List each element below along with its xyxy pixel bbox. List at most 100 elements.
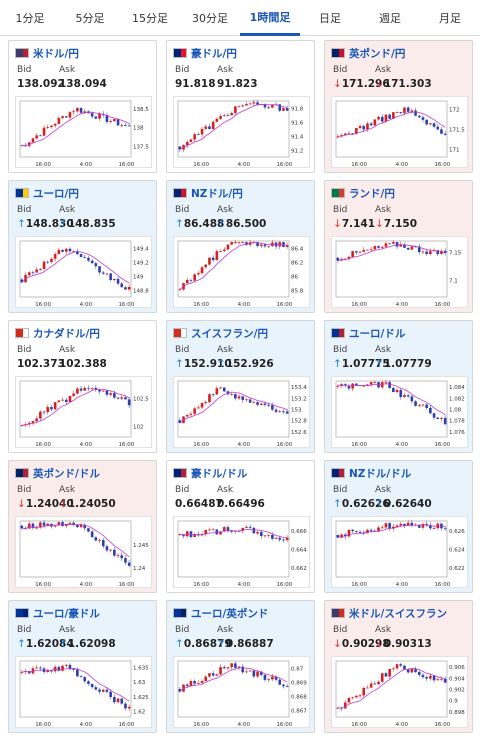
tab-2[interactable]: 15分足 [132, 12, 168, 25]
bid-label: Bid [17, 485, 32, 495]
card-header[interactable]: NZドル/円 [173, 186, 243, 200]
plot-frame [177, 380, 290, 438]
tab-0[interactable]: 1分足 [15, 12, 45, 25]
candle [230, 394, 233, 395]
candle [46, 407, 50, 413]
card-header[interactable]: ユーロ/円 [15, 186, 79, 200]
price-chart[interactable]: 149.4 149.2 149 148.8 16:00 4:00 16:00 [15, 236, 152, 308]
trend-arrow-icon: ↓ [333, 218, 342, 230]
price-chart[interactable]: 172 171.5 171 16:00 4:00 16:00 [331, 96, 468, 168]
tab-5[interactable]: 日足 [319, 12, 341, 25]
y-tick-label: 1.08 [449, 408, 462, 414]
price-chart[interactable]: 0.87 0.869 0.868 0.867 16:00 4:00 16:00 [173, 656, 310, 728]
card-header[interactable]: カナダドル/円 [15, 326, 100, 340]
rate-card[interactable]: NZドル/円 Bid Ask ↑86.488 ↑86.500 86.4 86.2 86 85.8… [166, 180, 315, 313]
card-header[interactable]: NZドル/ドル [331, 466, 411, 480]
rate-card[interactable]: ユーロ/円 Bid Ask ↑148.830 ↑148.835 149.4 149.2 149… [8, 180, 157, 313]
tab-3[interactable]: 30分足 [192, 12, 228, 25]
rate-card[interactable]: ユーロ/豪ドル Bid Ask ↑1.62084 ↑1.62098 1.635 1.63 1.… [8, 600, 157, 733]
candle [429, 407, 432, 414]
price-chart[interactable]: 102.5 102 16:00 4:00 16:00 [15, 376, 152, 448]
pair-name[interactable]: 米ドル/スイスフラン [349, 607, 448, 620]
rate-card[interactable]: 豪ドル/円 Bid Ask 91.818 91.823 91.8 91.6 91.4 91.2 1… [166, 40, 315, 173]
candle [215, 529, 219, 535]
card-header[interactable]: ユーロ/豪ドル [15, 606, 100, 620]
price-chart[interactable]: 0.626 0.624 0.622 16:00 4:00 16:00 [331, 516, 468, 588]
ask-label: Ask [217, 625, 234, 635]
rate-card[interactable]: 米ドル/円 Bid Ask 138.092 138.094 138.5 138 137.5 16… [8, 40, 157, 173]
tab-6[interactable]: 週足 [379, 12, 401, 25]
pair-name[interactable]: 英ポンド/円 [349, 47, 406, 60]
rate-card[interactable]: NZドル/ドル Bid Ask ↑0.62626 ↑0.62640 0.626 0.624 0… [324, 460, 473, 593]
rate-card[interactable]: ユーロ/英ポンド Bid Ask ↑0.86879 ↑0.86887 0.87 0.869 0… [166, 600, 315, 733]
bid-value: ↑1.62084 [17, 638, 74, 650]
candle [347, 256, 351, 259]
rate-card[interactable]: ランド/円 Bid Ask ↓7.141 ↓7.150 7.15 7.1 16:00 4:00 1… [324, 180, 473, 313]
x-tick-label: 16:00 [118, 302, 134, 308]
card-header[interactable]: スイスフラン/円 [173, 326, 268, 340]
card-header[interactable]: ランド/円 [331, 186, 395, 200]
price-chart[interactable]: 91.8 91.6 91.4 91.2 16:00 4:00 16:00 [173, 96, 310, 168]
candle [429, 675, 432, 679]
card-header[interactable]: 英ポンド/円 [331, 46, 405, 60]
card-header[interactable]: 米ドル/円 [15, 46, 79, 60]
price-chart[interactable]: 1.245 1.24 16:00 4:00 16:00 [15, 516, 152, 588]
price-chart[interactable]: 86.4 86.2 86 85.8 16:00 4:00 16:00 [173, 236, 310, 308]
price-chart[interactable]: 7.15 7.1 16:00 4:00 16:00 [331, 236, 468, 308]
rate-card[interactable]: スイスフラン/円 Bid Ask ↑152.910 ↑152.926 153.4 153.2… [166, 320, 315, 453]
rate-card[interactable]: 豪ドル/ドル Bid Ask 0.66487 0.66496 0.666 0.664 0.66… [166, 460, 315, 593]
card-header[interactable]: 米ドル/スイスフラン [331, 606, 447, 620]
card-header[interactable]: ユーロ/ドル [331, 326, 405, 340]
candle [61, 665, 64, 671]
pair-name[interactable]: ユーロ/英ポンド [191, 607, 269, 620]
card-header[interactable]: 豪ドル/円 [173, 46, 237, 60]
rate-card[interactable]: ユーロ/ドル Bid Ask ↑1.07775 ↑1.07779 1.084 1.082 1.… [324, 320, 473, 453]
candle [285, 411, 289, 414]
candle [432, 413, 436, 418]
candle [189, 413, 193, 415]
price-chart[interactable]: 1.635 1.63 1.625 1.62 16:00 4:00 16:00 [15, 656, 152, 728]
currency-flag-icon [173, 608, 187, 618]
rate-card[interactable]: 米ドル/スイスフラン Bid Ask ↓0.90298 ↓0.90313 0.906 0.9… [324, 600, 473, 733]
pair-name[interactable]: ユーロ/豪ドル [33, 607, 100, 620]
pair-name[interactable]: 英ポンド/ドル [33, 467, 100, 480]
rate-card[interactable]: カナダドル/円 Bid Ask 102.373 102.388 102.5 102 16:00… [8, 320, 157, 453]
pair-name[interactable]: スイスフラン/円 [191, 327, 269, 340]
candle [98, 539, 101, 541]
pair-name[interactable]: NZドル/ドル [349, 467, 412, 480]
price-chart[interactable]: 138.5 138 137.5 16:00 4:00 16:00 [15, 96, 152, 168]
candle [373, 530, 377, 532]
trend-arrow-icon: ↑ [375, 498, 384, 510]
card-header[interactable]: 豪ドル/ドル [173, 466, 247, 480]
price-chart[interactable]: 153.4 153.2 153 152.8 152.6 16:00 4:00 16:00 [173, 376, 310, 448]
pair-name[interactable]: カナダドル/円 [33, 327, 100, 340]
rate-card[interactable]: 英ポンド/円 Bid Ask ↓171.296 ↓171.303 172 171.5 171 1… [324, 40, 473, 173]
card-header[interactable]: 英ポンド/ドル [15, 466, 100, 480]
price-chart[interactable]: 0.906 0.904 0.902 0.9 0.898 16:00 4:00 16:00 [331, 656, 468, 728]
tab-4[interactable]: 1時間足 [240, 0, 300, 36]
pair-name[interactable]: ユーロ/ドル [349, 327, 406, 340]
candle [87, 528, 90, 532]
rate-card[interactable]: 英ポンド/ドル Bid Ask ↓1.24040 ↓1.24050 1.245 1.24 16… [8, 460, 157, 593]
candle [241, 396, 245, 400]
tab-7[interactable]: 月足 [439, 12, 461, 25]
candle [403, 107, 406, 114]
candle [222, 387, 226, 392]
pair-name[interactable]: ユーロ/円 [33, 187, 79, 200]
pair-name[interactable]: NZドル/円 [191, 187, 243, 200]
y-tick-label: 153 [291, 408, 302, 414]
tab-1[interactable]: 5分足 [75, 12, 105, 25]
pair-name[interactable]: 豪ドル/ドル [191, 467, 248, 480]
pair-name[interactable]: 米ドル/円 [33, 47, 79, 60]
price-chart[interactable]: 0.666 0.664 0.662 16:00 4:00 16:00 [173, 516, 310, 588]
pair-name[interactable]: ランド/円 [349, 187, 395, 200]
candle [252, 402, 256, 404]
ask-label: Ask [59, 345, 76, 355]
candle [278, 104, 282, 111]
pair-name[interactable]: 豪ドル/円 [191, 47, 237, 60]
price-chart[interactable]: 1.084 1.082 1.08 1.078 1.076 16:00 4:00 16:00 [331, 376, 468, 448]
card-header[interactable]: ユーロ/英ポンド [173, 606, 268, 620]
candle [31, 272, 35, 274]
y-tick-label: 149 [133, 275, 144, 281]
candle [98, 266, 101, 273]
